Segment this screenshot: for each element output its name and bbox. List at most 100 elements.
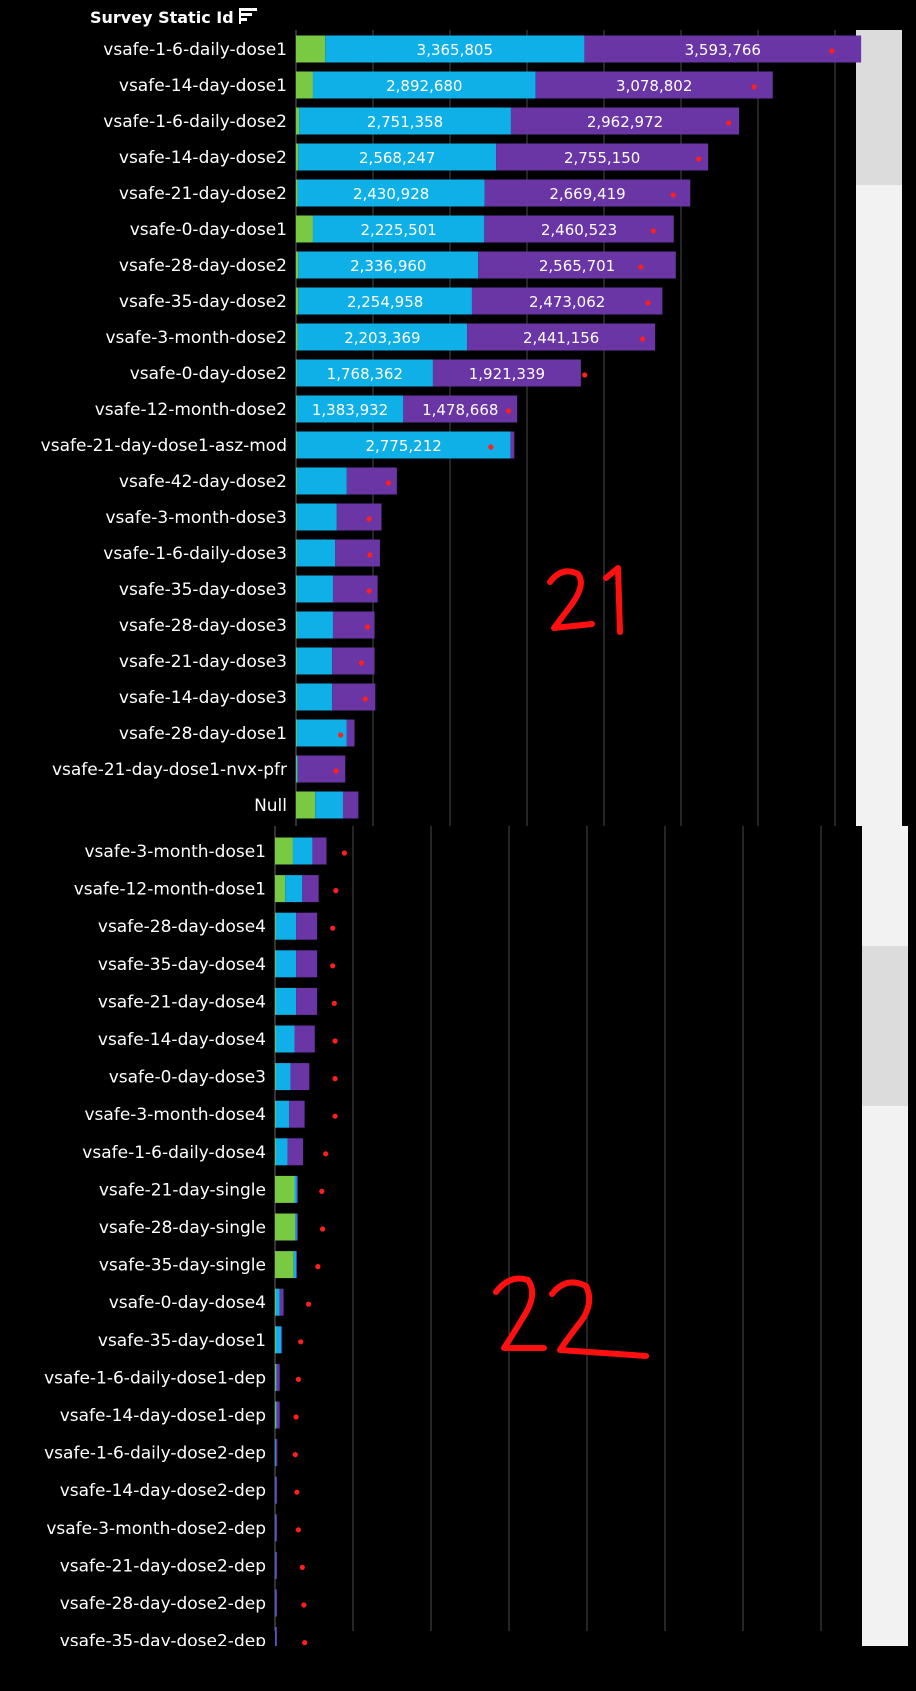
bar-segment[interactable] <box>312 837 327 865</box>
bar-segment[interactable] <box>275 1138 276 1166</box>
bar-segment[interactable] <box>296 647 297 675</box>
bar-segment[interactable] <box>484 215 674 243</box>
bar-segment[interactable] <box>296 359 433 387</box>
bar-segment[interactable] <box>296 1175 298 1203</box>
bar-segment[interactable] <box>432 359 581 387</box>
bar-segment[interactable] <box>292 837 313 865</box>
bar-segment[interactable] <box>296 987 318 1015</box>
bar-segment[interactable] <box>296 179 298 207</box>
bar-segment[interactable] <box>332 647 375 675</box>
bar-segment[interactable] <box>332 683 376 711</box>
bar-segment[interactable] <box>275 1175 295 1203</box>
bar-segment[interactable] <box>294 1175 297 1203</box>
bar-segment[interactable] <box>296 287 299 315</box>
bar-segment[interactable] <box>296 323 298 351</box>
bar-segment[interactable] <box>285 875 303 903</box>
bar-segment[interactable] <box>584 35 862 63</box>
bar-segment[interactable] <box>275 1025 276 1053</box>
bar-segment[interactable] <box>275 1627 277 1646</box>
bar-segment[interactable] <box>290 1063 310 1091</box>
bar-segment[interactable] <box>296 107 300 135</box>
bar-segment[interactable] <box>297 755 346 783</box>
bar-segment[interactable] <box>275 1326 276 1354</box>
bar-segment[interactable] <box>296 359 297 387</box>
bar-segment[interactable] <box>275 1100 276 1128</box>
bar-segment[interactable] <box>296 35 326 63</box>
bar-segment[interactable] <box>296 719 347 747</box>
bar-segment[interactable] <box>275 1100 290 1128</box>
bar-segment[interactable] <box>296 950 318 978</box>
bar-segment[interactable] <box>467 323 656 351</box>
bar-segment[interactable] <box>275 1363 276 1391</box>
bar-segment[interactable] <box>296 683 297 711</box>
bar-segment[interactable] <box>346 719 355 747</box>
bar-segment[interactable] <box>275 912 297 940</box>
bar-segment[interactable] <box>299 107 511 135</box>
bar-segment[interactable] <box>315 791 343 819</box>
bar-segment[interactable] <box>296 395 404 423</box>
bar-segment[interactable] <box>296 1251 298 1279</box>
filter-icon[interactable] <box>237 5 259 27</box>
bar-segment[interactable] <box>294 1025 315 1053</box>
bar-segment[interactable] <box>296 575 333 603</box>
bar-segment[interactable] <box>276 1363 280 1391</box>
bar-segment[interactable] <box>276 1401 280 1429</box>
bar-segment[interactable] <box>275 1213 296 1241</box>
bar-segment[interactable] <box>296 683 333 711</box>
bar-segment[interactable] <box>298 287 472 315</box>
bar-segment[interactable] <box>275 1514 277 1542</box>
bar-segment[interactable] <box>296 611 333 639</box>
bar-segment[interactable] <box>275 1063 291 1091</box>
bar-segment[interactable] <box>296 395 297 423</box>
bar-segment[interactable] <box>296 143 299 171</box>
bar-segment[interactable] <box>279 1288 284 1316</box>
bar-segment[interactable] <box>296 467 297 495</box>
bar-segment[interactable] <box>335 539 380 567</box>
bar-segment[interactable] <box>275 1326 282 1354</box>
bar-segment[interactable] <box>275 912 276 940</box>
bar-segment[interactable] <box>297 323 468 351</box>
bar-segment[interactable] <box>296 215 313 243</box>
bar-segment[interactable] <box>296 647 333 675</box>
bar-segment[interactable] <box>296 791 316 819</box>
bar-segment[interactable] <box>296 431 297 459</box>
bar-segment[interactable] <box>478 251 676 279</box>
bar-segment[interactable] <box>297 179 485 207</box>
bar-segment[interactable] <box>296 431 511 459</box>
bar-segment[interactable] <box>296 71 313 99</box>
bar-segment[interactable] <box>336 503 382 531</box>
bar-segment[interactable] <box>325 35 585 63</box>
bar-segment[interactable] <box>298 251 479 279</box>
bar-segment[interactable] <box>471 287 663 315</box>
scrollbar-thumb[interactable] <box>856 30 902 185</box>
bar-segment[interactable] <box>275 987 276 1015</box>
bar-segment[interactable] <box>281 1326 283 1354</box>
bar-segment[interactable] <box>275 1138 288 1166</box>
bar-segment[interactable] <box>275 1401 276 1429</box>
bar-segment[interactable] <box>332 575 378 603</box>
bar-segment[interactable] <box>296 719 297 747</box>
bar-segment[interactable] <box>296 503 297 531</box>
scrollbar-thumb[interactable] <box>862 946 908 1106</box>
bar-segment[interactable] <box>510 107 740 135</box>
bar-segment[interactable] <box>535 71 773 99</box>
bar-segment[interactable] <box>510 431 515 459</box>
bar-segment[interactable] <box>302 875 319 903</box>
bar-segment[interactable] <box>342 791 359 819</box>
bar-segment[interactable] <box>275 987 297 1015</box>
bar-segment[interactable] <box>275 1288 280 1316</box>
bar-segment[interactable] <box>275 1589 277 1617</box>
bar-segment[interactable] <box>289 1100 305 1128</box>
bar-segment[interactable] <box>296 1213 298 1241</box>
bar-segment[interactable] <box>296 539 297 567</box>
bar-segment[interactable] <box>484 179 691 207</box>
bar-segment[interactable] <box>296 755 297 783</box>
bar-segment[interactable] <box>293 1251 297 1279</box>
bar-segment[interactable] <box>275 837 293 865</box>
bar-segment[interactable] <box>275 1551 277 1579</box>
bar-segment[interactable] <box>296 251 299 279</box>
bar-segment[interactable] <box>275 950 276 978</box>
bar-segment[interactable] <box>275 1439 276 1467</box>
bar-segment[interactable] <box>296 539 336 567</box>
bar-segment[interactable] <box>403 395 518 423</box>
